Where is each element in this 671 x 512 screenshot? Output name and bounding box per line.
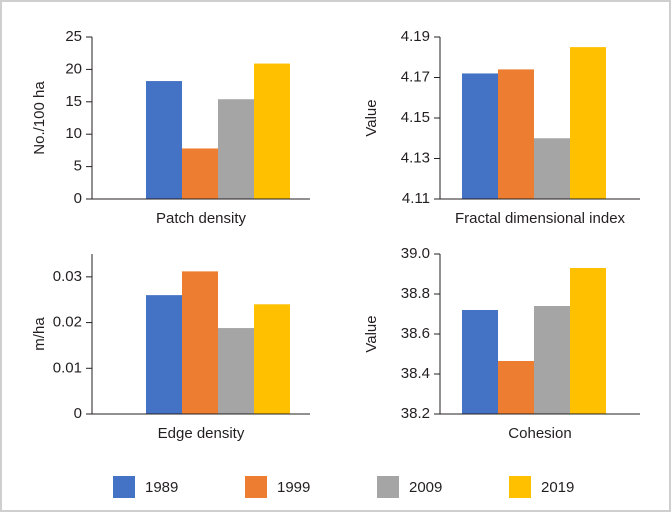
legend-label: 1989 (145, 479, 178, 496)
x-axis-label: Edge density (158, 425, 245, 442)
y-axis-label: No./100 ha (31, 81, 48, 155)
legend-swatch (509, 476, 531, 498)
y-axis-label: Value (363, 315, 380, 352)
y-tick-label: 0 (74, 405, 82, 422)
y-tick-label: 4.19 (401, 28, 430, 45)
legend-swatch (113, 476, 135, 498)
y-tick-label: 25 (65, 28, 82, 45)
y-tick-label: 39.0 (401, 245, 430, 262)
legend-label: 2019 (541, 479, 574, 496)
bar (182, 148, 218, 199)
y-tick-label: 4.13 (401, 149, 430, 166)
x-axis-label: Cohesion (508, 425, 571, 442)
legend-swatch (245, 476, 267, 498)
y-tick-label: 38.4 (401, 365, 430, 382)
bar (462, 310, 498, 414)
bar (498, 69, 534, 200)
bar (182, 271, 218, 414)
bar (146, 295, 182, 414)
bar (146, 81, 182, 199)
y-tick-label: 0.02 (53, 314, 82, 331)
legend-swatch (377, 476, 399, 498)
y-tick-label: 4.17 (401, 68, 430, 85)
bar (534, 138, 570, 199)
y-tick-label: 0 (74, 190, 82, 207)
bar (462, 73, 498, 199)
bar (254, 304, 290, 414)
y-tick-label: 10 (65, 125, 82, 142)
x-axis-label: Patch density (156, 210, 247, 227)
y-tick-label: 38.8 (401, 285, 430, 302)
bar (218, 328, 254, 414)
y-tick-label: 38.2 (401, 405, 430, 422)
y-axis-label: Value (363, 99, 380, 136)
y-tick-label: 0.03 (53, 268, 82, 285)
bar (534, 306, 570, 414)
y-tick-label: 38.6 (401, 325, 430, 342)
x-axis-label: Fractal dimensional index (455, 210, 626, 227)
y-tick-label: 0.01 (53, 359, 82, 376)
y-tick-label: 4.15 (401, 109, 430, 126)
legend-label: 1999 (277, 479, 310, 496)
bar (570, 47, 606, 199)
y-tick-label: 15 (65, 93, 82, 110)
bar (570, 268, 606, 414)
y-tick-label: 5 (74, 158, 82, 175)
legend-label: 2009 (409, 479, 442, 496)
bar (254, 63, 290, 200)
bar (218, 99, 254, 199)
y-tick-label: 4.11 (402, 190, 430, 207)
bar (498, 361, 534, 414)
y-axis-label: m/ha (31, 317, 48, 351)
y-tick-label: 20 (65, 60, 82, 77)
